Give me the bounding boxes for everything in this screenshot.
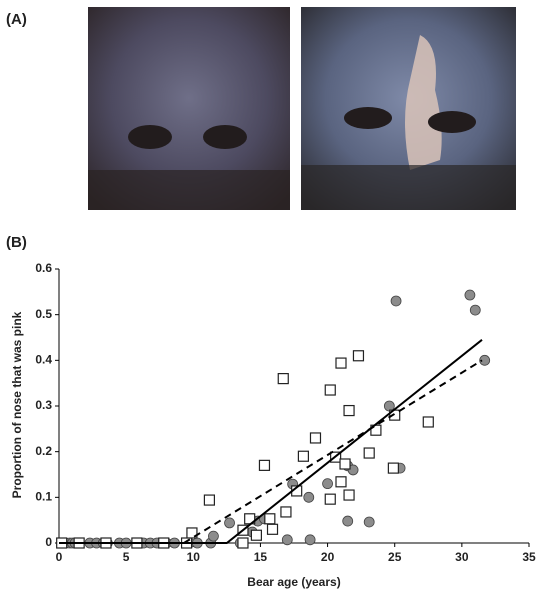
square-point [343,404,355,417]
y-tick-label: 0.6 [35,261,52,275]
square-point [387,462,399,474]
x-tick-label: 20 [321,550,335,564]
square-point [264,513,276,525]
circle-point [224,517,235,529]
circle-point [281,534,293,546]
square-point [422,416,434,428]
square-point [237,537,249,549]
circle-point [363,516,375,528]
square-point [280,506,292,518]
fit-line [59,339,483,544]
circle-point [464,289,476,301]
panel-label: (A) [6,11,27,28]
square-point [335,476,347,488]
square-point [297,450,309,462]
circle-point [479,354,491,366]
x-axis-label: Bear age (years) [247,575,340,589]
square-point [324,493,336,505]
square-point [339,458,351,470]
y-tick-label: 0.3 [35,398,52,412]
square-point [324,384,336,396]
square-point [266,523,279,535]
square-point [309,432,322,444]
square-point [343,489,355,501]
x-tick-label: 10 [187,550,201,564]
square-point [277,373,289,385]
circle-point [342,515,354,527]
y-tick-label: 0 [45,535,52,549]
y-tick-label: 0.5 [35,307,52,321]
y-tick-label: 0.1 [35,490,52,504]
photo-pink [301,7,516,210]
x-tick-label: 35 [522,550,536,564]
circle-point [303,491,315,503]
panel-label: (B) [6,234,27,251]
circle-point [469,304,481,316]
y-tick-label: 0.4 [35,353,52,367]
circle-point [383,400,395,412]
y-axis-label: Proportion of nose that was pink [10,311,24,498]
circle-point [208,530,219,542]
x-tick-label: 25 [388,550,402,564]
x-tick-label: 0 [56,550,63,564]
circle-point [304,534,316,546]
square-point [203,494,215,506]
photo-normal [88,7,290,210]
x-tick-label: 5 [123,550,130,564]
square-point [363,447,375,459]
circle-point [322,478,333,490]
x-tick-label: 15 [254,550,268,564]
square-point [258,459,271,471]
circle-point [390,295,402,307]
square-point [352,350,365,362]
fit-line [183,359,483,544]
y-tick-label: 0.2 [35,444,52,458]
square-point [250,529,262,541]
square-point [335,357,347,369]
square-point [186,527,198,539]
x-tick-label: 30 [455,550,469,564]
